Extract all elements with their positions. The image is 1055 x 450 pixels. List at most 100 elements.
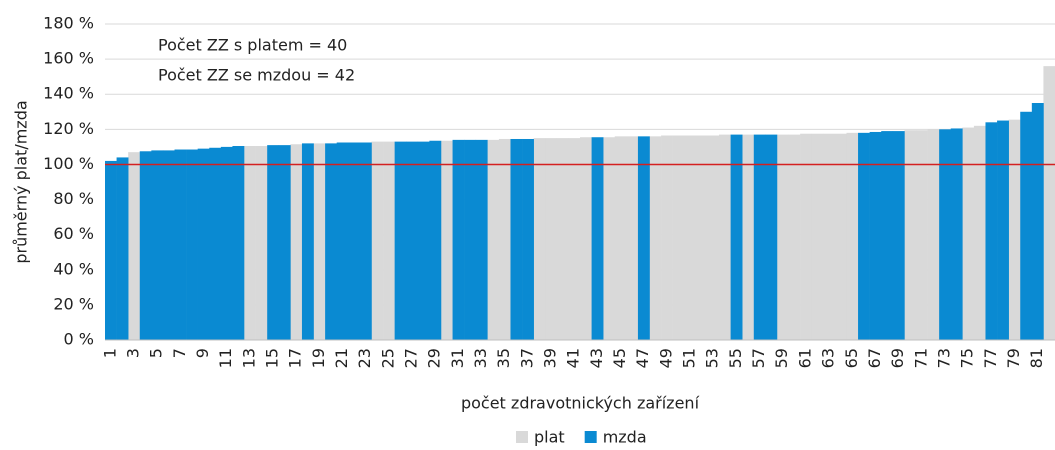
bar [788,134,801,340]
x-tick-label: 51 [680,348,699,368]
bar [278,145,291,340]
bar [823,133,836,340]
x-tick-label: 49 [656,348,675,368]
x-tick-label: 19 [309,348,328,368]
bar [440,140,453,340]
x-tick-label: 67 [865,348,884,368]
bar [359,142,372,340]
x-tick-label: 25 [378,348,397,368]
x-tick-label: 41 [564,348,583,368]
bar [186,149,198,340]
bar [336,142,349,340]
bar [962,127,975,340]
x-tick-label: 39 [541,348,560,368]
bar [162,150,175,340]
x-tick-label: 61 [795,348,814,368]
bar [301,143,314,340]
bar [498,138,511,340]
bar [545,138,558,340]
x-tick-label: 31 [448,348,467,368]
legend-swatch [516,431,528,443]
y-tick-label: 160 % [43,49,94,68]
bar [522,138,534,340]
bar [116,157,129,340]
y-tick-label: 140 % [43,84,94,103]
bar [776,134,789,340]
bar [811,133,824,340]
bar [603,137,616,340]
y-tick-label: 20 % [53,294,94,313]
bar [325,143,338,340]
bar [846,132,859,340]
x-tick-label: 3 [123,348,142,358]
x-tick-label: 15 [262,348,281,368]
bar [892,131,905,340]
bar [174,149,187,340]
bar [580,137,592,340]
bar [637,136,650,340]
bar [800,133,813,340]
bar [869,131,882,340]
x-tick-label: 63 [819,348,838,368]
bar [1043,66,1055,340]
x-tick-label: 33 [471,348,490,368]
bar [985,122,998,340]
bar [881,131,894,340]
x-tick-label: 13 [239,348,258,368]
bar [661,135,673,340]
x-tick-label: 47 [633,348,652,368]
x-tick-label: 77 [981,348,1000,368]
bar [649,136,662,340]
x-tick-label: 7 [170,348,189,358]
bar [255,146,268,340]
bar [707,135,720,340]
legend-swatch [584,431,597,443]
bar [695,135,708,340]
bar [904,130,917,340]
bar [765,134,778,340]
y-tick-label: 60 % [53,224,94,243]
x-tick-label: 21 [332,348,351,368]
x-tick-label: 29 [425,348,444,368]
x-tick-label: 45 [610,348,629,368]
bar [371,141,384,340]
x-tick-label: 81 [1027,348,1046,368]
bar [139,151,152,340]
x-tick-label: 75 [958,348,977,368]
bar [475,139,488,340]
bar [197,148,210,340]
bar [614,136,627,340]
bar [684,135,697,340]
x-tick-label: 17 [286,348,305,368]
bar [464,139,477,340]
bar [730,134,743,340]
bar [429,140,442,340]
bar [220,146,233,340]
x-tick-label: 73 [934,348,953,368]
bar [591,137,604,340]
y-tick-label: 0 % [64,330,94,349]
x-tick-label: 9 [193,348,212,358]
bar [1020,111,1033,341]
x-tick-label: 55 [726,348,745,368]
bar [626,136,639,340]
legend-label: mzda [603,428,647,447]
bar [556,138,569,340]
x-tick-label: 53 [703,348,722,368]
bar [128,152,141,340]
bar [927,129,940,340]
bar [209,147,222,340]
bar [510,138,523,340]
x-tick-label: 23 [355,348,374,368]
x-axis-title: počet zdravotnických zařízení [461,394,700,413]
bar [973,125,986,340]
x-tick-label: 59 [772,348,791,368]
bar [1031,103,1044,340]
bar [742,134,755,340]
bar [383,141,395,340]
x-tick-label: 27 [402,348,421,368]
x-tick-label: 71 [911,348,930,368]
bar [267,145,280,340]
bar [1008,119,1021,340]
y-tick-label: 80 % [53,189,94,208]
